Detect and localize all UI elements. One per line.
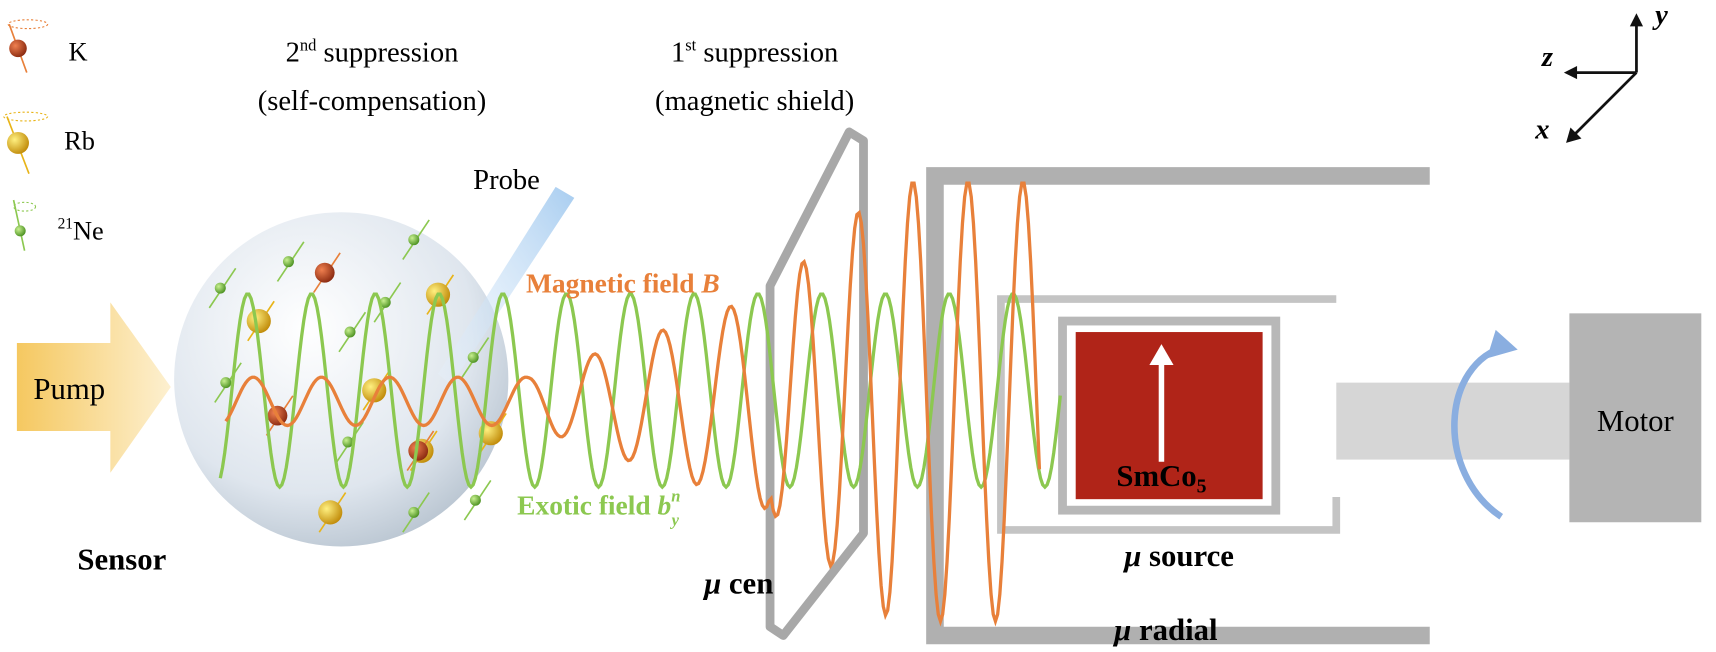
ne-atom-icon [408,506,420,518]
ef-sup: n [671,486,680,505]
ne-atom-icon [214,282,226,294]
mu-radial-text: radial [1139,613,1218,647]
pump-arrow: Pump [16,302,171,473]
legend: K Rb 21Ne [3,19,104,251]
mu-source-label: μ source [1122,539,1234,573]
mu-source-mu: μ [1122,539,1141,573]
ne-atom-icon [14,225,26,237]
sensor-label: Sensor [77,543,166,577]
ef-text: Exotic field [517,491,657,521]
magnetic-field-wave [224,181,1042,627]
smco-text: SmCo [1116,459,1196,493]
magnet-holder [1058,316,1281,515]
first-suppression-subtitle: (magnetic shield) [655,86,854,117]
legend-ne-sup: 21 [58,216,73,233]
second-suppression-subtitle: (self-compensation) [258,86,487,117]
ne-atom-icon [469,494,481,506]
probe-label: Probe [473,165,540,196]
legend-label-k: K [69,36,88,66]
axis-z-label: z [1541,42,1554,73]
smco-sub: 5 [1197,476,1207,498]
rb-atom-icon [246,308,271,334]
legend-label-ne: 21Ne [58,216,104,246]
k-atom-icon [9,39,27,58]
axis-y-label: y [1652,0,1668,31]
legend-ne-text: Ne [73,216,104,246]
ne-atom-icon [379,296,391,308]
ss-num: 2 [286,38,300,69]
mu-cen-label: μ cen [702,567,773,601]
legend-item-ne: 21Ne [12,199,104,251]
ne-atom-icon [220,377,232,389]
rotation-arrow-icon [1451,343,1508,520]
ne-atom-icon [408,234,420,246]
mu-cen-text: cen [729,567,773,601]
mu-radial-mu: μ [1112,613,1131,647]
rb-atom-icon [318,500,343,525]
mu-source-text: source [1149,539,1234,573]
k-atom-icon [408,440,429,461]
smco5-label: SmCo5 [1116,459,1206,498]
mu-radial-label: μ radial [1112,613,1218,647]
magnetization-arrowhead-icon [1149,344,1174,366]
motor [1569,313,1702,523]
probe-beam [437,186,575,385]
mf-text: Magnetic field [526,268,701,298]
coordinate-axes [1563,13,1644,143]
second-suppression-title: 2nd suppression [286,36,459,69]
fs-num: 1 [671,38,685,69]
mu-source-shield [997,295,1341,534]
ss-sup: nd [300,36,317,55]
ef-symbol: b [658,491,672,521]
axis-x-label: x [1534,115,1549,146]
mu-cen-shield [765,127,868,640]
fs-sup: st [685,36,696,55]
ne-atom-icon [282,256,294,268]
mu-cen-mu: μ [702,567,721,601]
ne-atom-icon [344,326,356,338]
ef-sub: y [670,511,680,530]
exotic-field-wave [218,292,1062,490]
y-axis-arrow-icon [1629,13,1644,27]
exotic-field-label: Exotic field bn y [517,486,680,529]
pump-label: Pump [33,372,105,406]
ne-atom-icon [342,436,354,448]
ss-text: suppression [316,38,458,69]
rotation-arrowhead-icon [1486,329,1518,359]
z-axis-arrow-icon [1563,65,1578,80]
legend-item-rb: Rb [3,111,95,175]
rb-atom-icon [478,421,503,446]
first-suppression-title: 1st suppression [671,36,838,69]
fs-text: suppression [696,38,838,69]
mf-symbol: B [700,268,719,298]
k-atom-icon [314,262,335,283]
magnetic-field-label: Magnetic field B [526,268,720,298]
motor-label: Motor [1597,404,1674,438]
rb-atom-icon [6,131,29,154]
x-axis-arrow-icon [1566,127,1582,143]
x-axis-line [1573,71,1638,136]
mu-radial-shield [926,167,1430,645]
legend-label-rb: Rb [64,126,95,156]
ne-atom-icon [467,351,479,363]
sensor-sphere [174,212,509,547]
legend-item-k: K [7,19,88,73]
